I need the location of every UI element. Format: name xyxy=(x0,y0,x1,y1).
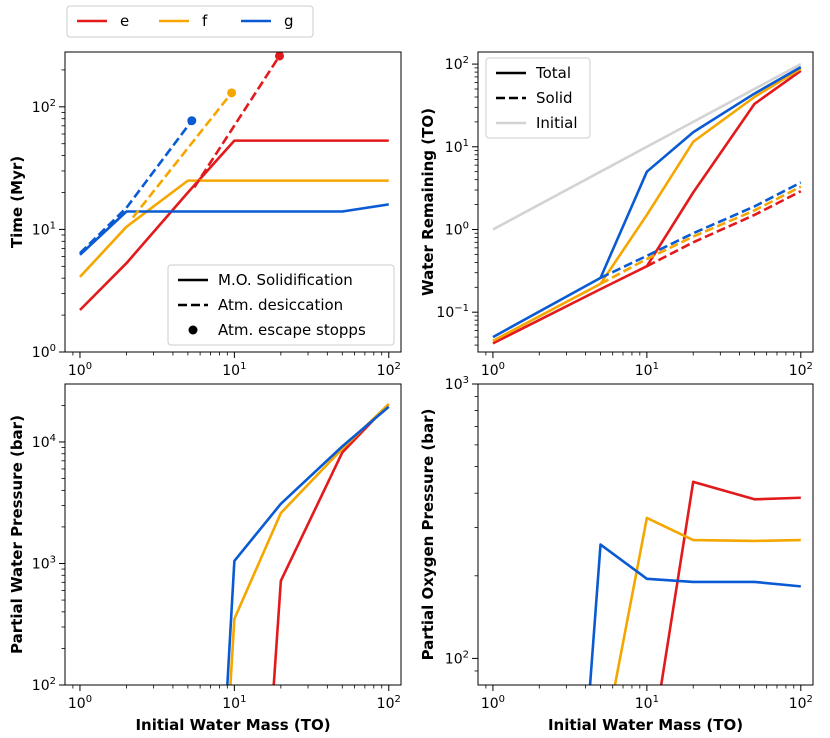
marker-f-atm-escape-stopps xyxy=(227,88,237,98)
x-tick-label: 101 xyxy=(222,694,246,712)
panel-water-remaining: 100 101 102 10−1 100 101 102 Water Remaining (T… xyxy=(419,51,814,379)
y-tick-label: 100 xyxy=(445,220,469,238)
x-axis-label: Initial Water Mass (TO) xyxy=(548,716,743,734)
x-tick-label: 101 xyxy=(635,694,659,712)
series-g-atm-desiccation xyxy=(79,119,193,255)
legend-label: Atm. escape stopps xyxy=(218,321,366,339)
series-f xyxy=(613,516,801,685)
top-legend-box xyxy=(66,5,314,38)
y-tick-label: 101 xyxy=(32,220,56,238)
x-tick-label: 101 xyxy=(635,361,659,379)
y-tick-label: 100 xyxy=(32,343,56,361)
x-tick-label: 100 xyxy=(68,361,92,379)
y-axis-label: Partial Water Pressure (bar) xyxy=(8,415,26,654)
series-e-total xyxy=(492,69,802,345)
x-tick-label: 102 xyxy=(377,361,401,379)
plot-area xyxy=(492,62,802,345)
series-initial xyxy=(492,62,802,231)
legend-box xyxy=(485,57,591,139)
top-legend-label-g: g xyxy=(284,12,294,30)
panel-partial-water-pressure: 100 101 102 102 103 104 Partial Water Pressure… xyxy=(8,383,402,734)
y-tick-label: 103 xyxy=(32,554,56,572)
series-g-total xyxy=(492,65,802,339)
top-legend-label-f: f xyxy=(202,12,208,30)
series-f-total xyxy=(492,67,802,343)
legend-label: Atm. desiccation xyxy=(218,296,343,314)
y-axis-label: Partial Oxygen Pressure (bar) xyxy=(419,409,437,661)
y-tick-label: 103 xyxy=(445,375,469,393)
legend-label: Solid xyxy=(536,89,573,107)
x-tick-label: 101 xyxy=(222,361,246,379)
x-tick-label: 100 xyxy=(481,694,505,712)
legend-label: Total xyxy=(535,64,571,82)
panel-time: 100 101 102 100 101 102 Time (Myr) M.O. Solidif… xyxy=(8,51,402,379)
axes-frame xyxy=(477,51,814,353)
series-g-solid xyxy=(599,181,802,280)
axes-frame xyxy=(64,51,402,353)
series-e-m-o-solidification xyxy=(79,139,389,311)
series-f-atm-desiccation xyxy=(131,92,233,219)
plot-area xyxy=(79,52,389,311)
y-tick-label: 102 xyxy=(445,55,469,73)
y-axis-label: Time (Myr) xyxy=(8,156,26,248)
x-tick-label: 100 xyxy=(481,361,505,379)
y-tick-label: 102 xyxy=(32,676,56,694)
series-e-atm-desiccation xyxy=(193,55,281,189)
series-g xyxy=(226,405,390,685)
legend-handle-marker xyxy=(188,325,198,335)
y-tick-label: 101 xyxy=(445,138,469,156)
top-legend: e f g xyxy=(66,5,314,38)
x-tick-label: 102 xyxy=(377,694,401,712)
y-tick-label: 104 xyxy=(32,433,56,451)
x-tick-label: 102 xyxy=(789,694,813,712)
legend-label: M.O. Solidification xyxy=(218,271,353,289)
plot-area xyxy=(226,403,390,685)
series-f xyxy=(229,403,390,685)
legend: Total Solid Initial xyxy=(485,57,591,139)
axes-frame xyxy=(64,383,402,686)
y-tick-label: 10−1 xyxy=(436,303,469,321)
legend-label: Initial xyxy=(536,114,578,132)
legend-box xyxy=(167,264,395,346)
series-f-m-o-solidification xyxy=(79,179,389,278)
series-e-solid xyxy=(646,190,802,268)
legend: M.O. Solidification Atm. desiccation Atm. … xyxy=(167,264,395,346)
marker-e-atm-escape-stopps xyxy=(274,52,284,61)
panel-partial-oxygen-pressure: 100 101 102 102 103 Partial Oxygen Pressure (… xyxy=(419,375,814,734)
plot-area xyxy=(588,480,801,685)
marker-g-atm-escape-stopps xyxy=(187,116,197,126)
y-tick-label: 102 xyxy=(445,649,469,667)
x-tick-label: 100 xyxy=(68,694,92,712)
axes-frame xyxy=(477,383,814,686)
series-g-m-o-solidification xyxy=(79,203,389,256)
top-legend-label-e: e xyxy=(120,12,129,30)
x-tick-label: 102 xyxy=(789,361,813,379)
series-e xyxy=(272,403,390,685)
y-axis-label: Water Remaining (TO) xyxy=(419,108,437,296)
series-e xyxy=(659,480,801,685)
y-tick-label: 102 xyxy=(32,98,56,116)
x-axis-label: Initial Water Mass (TO) xyxy=(135,716,330,734)
series-g xyxy=(588,543,801,685)
series-f-solid xyxy=(599,185,802,286)
